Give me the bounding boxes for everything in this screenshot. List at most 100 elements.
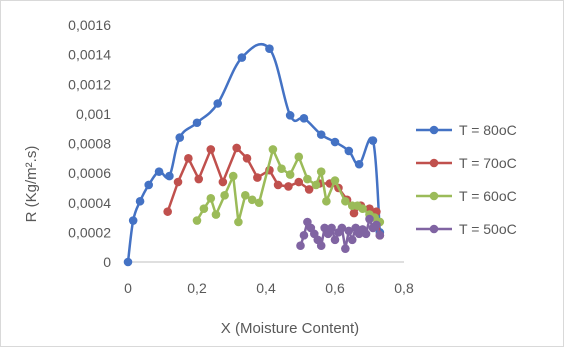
- y-tick-label: 0,0016: [68, 17, 111, 33]
- y-tick-label: 0,0002: [68, 224, 111, 240]
- data-point: [220, 191, 229, 200]
- x-tick-label: 0: [124, 280, 132, 296]
- data-point: [192, 216, 202, 225]
- x-tick-label: 0,6: [325, 280, 345, 296]
- data-point: [337, 223, 347, 233]
- data-point: [242, 154, 252, 163]
- data-point: [199, 204, 209, 213]
- data-point: [184, 154, 193, 163]
- legend-marker: [429, 191, 439, 201]
- data-point: [372, 220, 381, 230]
- series-3: [192, 145, 385, 227]
- data-point: [368, 136, 378, 145]
- data-point: [375, 231, 385, 240]
- legend-entry: T = 80oC: [416, 122, 517, 138]
- legend-marker: [429, 158, 439, 168]
- data-point: [316, 130, 326, 139]
- data-point: [284, 182, 293, 191]
- data-point: [237, 53, 247, 62]
- data-point: [128, 216, 138, 225]
- data-point: [299, 114, 309, 123]
- legend-label: T = 80oC: [459, 122, 517, 138]
- data-point: [365, 204, 374, 213]
- y-tick-label: 0,0008: [68, 136, 111, 152]
- data-point: [344, 226, 354, 236]
- y-axis-label: R (Kg/m².s): [23, 146, 40, 223]
- legend-label: T = 70oC: [459, 155, 517, 171]
- data-point: [294, 152, 304, 162]
- data-point: [232, 143, 241, 153]
- data-point: [304, 185, 314, 194]
- data-point: [349, 208, 359, 218]
- data-point: [268, 145, 278, 154]
- data-point: [194, 174, 204, 184]
- data-point: [347, 235, 357, 245]
- data-point: [265, 44, 274, 53]
- data-point: [135, 196, 145, 206]
- plot-area: 0 0,0002 0,0004 0,0006 0,0008 0,001 0,0012 0,00…: [68, 17, 414, 296]
- legend-label: T = 60oC: [459, 188, 517, 204]
- data-point: [365, 214, 374, 224]
- y-tick-label: 0,001: [76, 106, 111, 122]
- data-point: [123, 257, 133, 267]
- data-point: [247, 195, 257, 205]
- data-point: [285, 111, 295, 120]
- data-point: [163, 207, 172, 216]
- data-point: [327, 223, 336, 233]
- data-point: [299, 231, 309, 240]
- x-axis-label: X (Moisture Content): [221, 320, 359, 337]
- data-point: [234, 217, 243, 227]
- data-point: [254, 198, 264, 208]
- data-point: [296, 241, 305, 251]
- data-point: [294, 177, 304, 187]
- data-point: [316, 241, 326, 251]
- data-point: [277, 164, 286, 173]
- data-point: [330, 137, 340, 147]
- legend-entry: T = 50oC: [416, 221, 517, 237]
- data-point: [175, 133, 185, 142]
- legend-entry: T = 60oC: [416, 188, 517, 204]
- data-point: [144, 180, 153, 190]
- data-point: [361, 229, 371, 239]
- series-2: [163, 143, 385, 240]
- x-tick-label: 0,4: [256, 280, 276, 296]
- legend-label: T = 50oC: [459, 221, 517, 237]
- data-point: [316, 167, 326, 176]
- data-point: [322, 196, 331, 206]
- data-point: [206, 194, 216, 203]
- x-axis-ticks: 0 0,2 0,4 0,6 0,8: [124, 280, 414, 296]
- data-point: [303, 174, 312, 184]
- legend-marker: [429, 125, 439, 135]
- data-point: [218, 177, 228, 187]
- data-point: [213, 99, 222, 108]
- data-point: [154, 167, 164, 176]
- data-point: [285, 170, 295, 179]
- data-point: [358, 204, 367, 213]
- data-point: [211, 210, 221, 219]
- x-tick-label: 0,8: [394, 280, 414, 296]
- data-point: [253, 173, 262, 182]
- y-tick-label: 0,0012: [68, 76, 111, 92]
- data-point: [206, 145, 216, 154]
- data-point: [273, 180, 283, 190]
- data-point: [344, 146, 354, 156]
- data-point: [241, 191, 250, 200]
- series-4: [296, 214, 385, 253]
- series-layer: [123, 43, 385, 267]
- x-tick-label: 0,2: [187, 280, 207, 296]
- y-tick-label: 0,0014: [68, 47, 111, 63]
- legend: T = 80oC T = 70oC T = 60oC T = 50oC: [416, 122, 517, 237]
- data-point: [228, 171, 238, 181]
- data-point: [311, 180, 321, 190]
- data-point: [192, 118, 202, 128]
- data-point: [173, 177, 183, 187]
- legend-entry: T = 70oC: [416, 155, 517, 171]
- y-tick-label: 0,0006: [68, 165, 111, 181]
- data-point: [165, 171, 174, 181]
- y-tick-label: 0,0004: [68, 195, 111, 211]
- legend-marker: [429, 224, 439, 234]
- data-point: [341, 244, 350, 253]
- y-tick-label: 0: [103, 254, 111, 270]
